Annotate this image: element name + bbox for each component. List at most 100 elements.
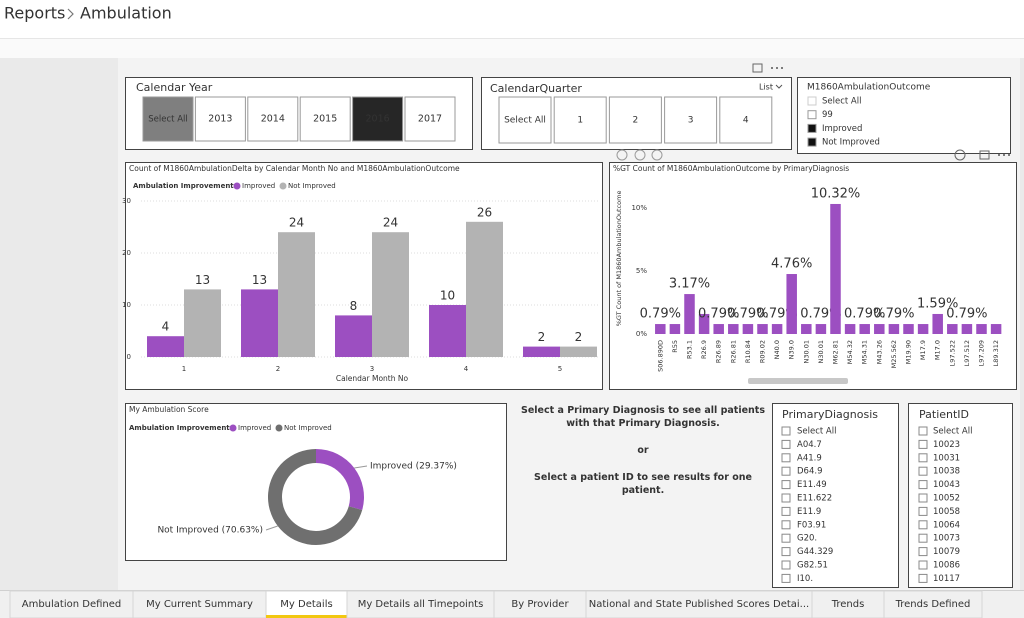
bar xyxy=(742,324,754,334)
data-label: 13 xyxy=(195,273,210,287)
bar xyxy=(466,221,503,357)
data-label: 0.79% xyxy=(698,307,739,322)
checkbox[interactable] xyxy=(918,466,928,476)
slicer-button[interactable] xyxy=(142,96,194,142)
slicer-button[interactable] xyxy=(247,96,299,142)
x-tick-label: 3 xyxy=(370,365,374,373)
legend-swatch xyxy=(275,424,283,432)
checkbox[interactable] xyxy=(807,110,817,120)
tab-label: My Details all Timepoints xyxy=(358,599,484,610)
more-icon[interactable] xyxy=(771,67,783,69)
checkbox[interactable] xyxy=(781,560,791,570)
checkbox[interactable] xyxy=(781,493,791,503)
checkbox[interactable] xyxy=(918,506,928,516)
legend-title: Ambulation Improvement xyxy=(133,182,234,190)
checkbox[interactable] xyxy=(918,439,928,449)
slicer-button[interactable] xyxy=(719,96,773,144)
checkbox[interactable] xyxy=(781,520,791,530)
checkbox[interactable] xyxy=(918,560,928,570)
slicer-button[interactable] xyxy=(498,96,552,144)
mode-chevron[interactable] xyxy=(775,84,783,89)
slicer-button[interactable] xyxy=(608,96,662,144)
chart2-frame xyxy=(609,162,1017,390)
download-icon[interactable] xyxy=(954,149,966,161)
tab[interactable] xyxy=(493,590,587,618)
legend-swatch xyxy=(233,182,241,190)
data-label: 3.17% xyxy=(669,277,710,292)
slicer-button-label: 1 xyxy=(577,116,583,126)
x-tick-label: N30.01 xyxy=(802,340,810,363)
bar xyxy=(976,324,987,334)
checkbox[interactable] xyxy=(918,547,928,557)
chart-title: Count of M1860AmbulationDelta by Calenda… xyxy=(129,164,460,173)
checkbox[interactable] xyxy=(781,573,791,583)
checkbox[interactable] xyxy=(781,533,791,543)
slicer-button-label: Select All xyxy=(148,115,187,125)
bar xyxy=(560,346,597,357)
checkbox[interactable] xyxy=(918,533,928,543)
y-tick-label: 0 xyxy=(127,353,131,361)
x-tick-label: M54.31 xyxy=(861,340,869,364)
more-icon[interactable] xyxy=(998,154,1010,156)
drill-icons[interactable] xyxy=(616,149,663,161)
slicer-mode: List xyxy=(759,83,773,92)
checkbox[interactable] xyxy=(781,439,791,449)
tab-label: Ambulation Defined xyxy=(22,599,122,610)
checkbox[interactable] xyxy=(918,480,928,490)
header xyxy=(0,0,1024,38)
slicer-button[interactable] xyxy=(553,96,607,144)
y-tick-label: 30 xyxy=(122,197,131,205)
checkbox[interactable] xyxy=(781,453,791,463)
slicer-button[interactable] xyxy=(299,96,351,142)
toolbar-strip xyxy=(0,38,1024,58)
bar xyxy=(859,324,870,334)
checkbox[interactable] xyxy=(781,466,791,476)
slicer-button[interactable] xyxy=(194,96,246,142)
checkbox[interactable] xyxy=(918,426,928,436)
x-tick-label: R55 xyxy=(671,340,679,353)
scrollbar[interactable] xyxy=(748,378,848,384)
slicer-item: G20. xyxy=(797,534,817,544)
x-axis-title: Calendar Month No xyxy=(336,374,409,383)
slicer-button[interactable] xyxy=(352,96,404,142)
tab[interactable] xyxy=(346,590,495,618)
slicer-item: D64.9 xyxy=(797,467,822,477)
x-tick-label: 4 xyxy=(464,365,469,373)
slicer-item: A04.7 xyxy=(797,440,822,450)
tab-label: By Provider xyxy=(511,599,569,610)
checkbox[interactable] xyxy=(781,426,791,436)
tab[interactable] xyxy=(883,590,983,618)
slicer-item: I10. xyxy=(797,574,813,584)
tab[interactable] xyxy=(9,590,134,618)
bar xyxy=(698,313,710,334)
checkbox[interactable] xyxy=(807,123,817,133)
chart-title: %GT Count of M1860AmbulationOutcome by P… xyxy=(613,164,849,173)
slicer-title: Calendar Year xyxy=(136,81,213,94)
data-label: Improved (29.37%) xyxy=(370,462,457,472)
slicer-button[interactable] xyxy=(664,96,718,144)
checkbox[interactable] xyxy=(807,137,817,147)
tab-label: My Details xyxy=(280,599,332,610)
slicer-button[interactable] xyxy=(404,96,456,142)
checkbox[interactable] xyxy=(918,493,928,503)
checkbox[interactable] xyxy=(807,96,817,106)
checkbox[interactable] xyxy=(781,506,791,516)
bar xyxy=(961,324,973,334)
focus-icon[interactable] xyxy=(979,150,990,160)
checkbox[interactable] xyxy=(781,547,791,557)
instruction-text: Select a Primary Diagnosis to see all pa… xyxy=(521,405,765,429)
checkbox[interactable] xyxy=(918,520,928,530)
checkbox[interactable] xyxy=(918,453,928,463)
tab[interactable] xyxy=(585,590,813,618)
tab[interactable] xyxy=(265,590,348,618)
legend-label: Improved xyxy=(238,424,271,432)
checkbox[interactable] xyxy=(918,573,928,583)
focus-icon[interactable] xyxy=(752,63,763,73)
checkbox[interactable] xyxy=(781,480,791,490)
slicer-title: PatientID xyxy=(919,408,969,421)
slicer-item: 10079 xyxy=(933,547,960,557)
legend-swatch xyxy=(279,182,287,190)
data-label: Not Improved (70.63%) xyxy=(157,526,263,536)
legend-label: Improved xyxy=(242,182,275,190)
x-tick-label: L89.312 xyxy=(992,340,1000,366)
